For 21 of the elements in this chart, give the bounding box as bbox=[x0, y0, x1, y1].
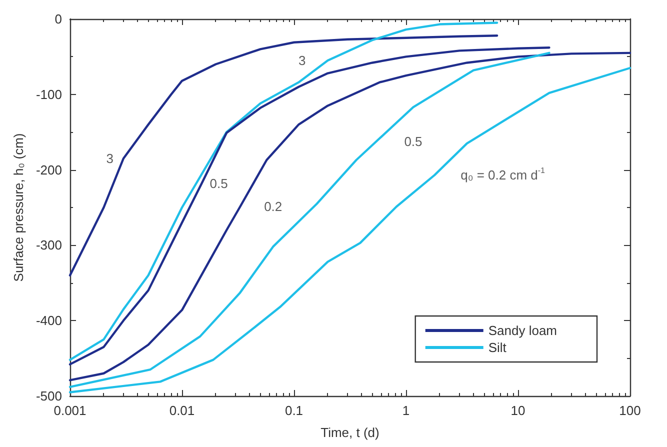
x-tick-label: 0.01 bbox=[169, 403, 195, 418]
x-tick-label: 10 bbox=[510, 403, 526, 418]
y-tick-label: -400 bbox=[36, 313, 62, 328]
annotation: 3 bbox=[106, 150, 114, 166]
x-tick-label: 0.001 bbox=[54, 403, 86, 418]
y-tick-label: -500 bbox=[36, 388, 62, 404]
y-axis-title: Surface pressure, h₀ (cm) bbox=[11, 133, 26, 282]
y-tick-label: -300 bbox=[36, 238, 62, 253]
annotation: 0.5 bbox=[404, 134, 422, 150]
x-axis-title: Time, t (d) bbox=[320, 425, 380, 440]
x-tick-label: 1 bbox=[402, 403, 410, 418]
x-tick-label: 100 bbox=[619, 403, 641, 418]
annotation: 0.5 bbox=[210, 176, 228, 191]
annotation: 0.2 bbox=[264, 199, 282, 214]
legend-label: Silt bbox=[488, 340, 507, 355]
y-tick-label: 0 bbox=[54, 12, 62, 26]
legend-label: Sandy loam bbox=[488, 323, 558, 338]
annotation: 3 bbox=[298, 52, 306, 68]
x-tick-label: 0.1 bbox=[284, 403, 304, 418]
y-tick-label: -200 bbox=[36, 162, 62, 178]
y-tick-label: -100 bbox=[36, 86, 62, 102]
